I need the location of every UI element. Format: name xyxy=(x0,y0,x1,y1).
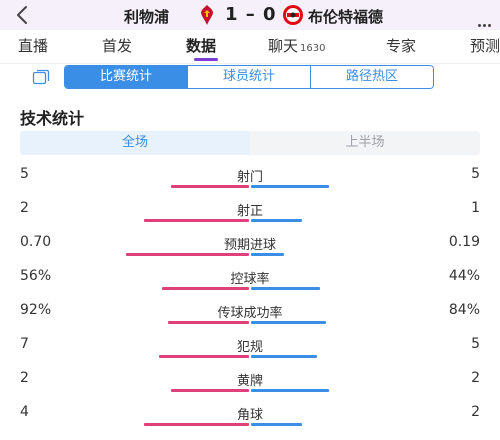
away-stat-bar xyxy=(251,355,317,358)
away-stat-value: 0.19 xyxy=(448,234,480,250)
stat-row: 56% 控球率 44% xyxy=(0,268,500,302)
away-stat-value: 44% xyxy=(448,268,480,284)
stat-row: 5 射门 5 xyxy=(0,166,500,200)
away-stat-value: 5 xyxy=(471,166,480,182)
active-tab-indicator xyxy=(194,58,218,61)
away-stat-value: 2 xyxy=(471,370,480,386)
brentford-crest-icon xyxy=(282,4,304,26)
home-stat-value: 4 xyxy=(20,404,29,420)
away-stat-value: 1 xyxy=(471,200,480,216)
home-stat-value: 2 xyxy=(20,370,29,386)
match-header: 利物浦 1 – 0 布伦特福德 xyxy=(0,0,500,30)
stat-row: 92% 传球成功率 84% xyxy=(0,302,500,336)
away-team-name: 布伦特福德 xyxy=(308,8,384,26)
home-stat-bar xyxy=(144,423,249,426)
home-stat-bar xyxy=(171,389,249,392)
away-stat-bar xyxy=(251,389,329,392)
stat-name: 黄牌 xyxy=(236,374,263,389)
liverpool-crest-icon xyxy=(198,4,216,26)
stat-name: 角球 xyxy=(236,408,263,423)
home-stat-bar xyxy=(168,321,249,324)
home-stat-bar xyxy=(162,287,249,290)
home-stat-value: 92% xyxy=(20,302,52,318)
period-first-half[interactable]: 上半场 xyxy=(345,135,385,150)
home-stat-bar xyxy=(159,355,249,358)
stats-segment-control: 比赛统计 球员统计 路径热区 xyxy=(64,65,434,89)
tab-data[interactable]: 数据 xyxy=(186,37,217,55)
home-team-name: 利物浦 xyxy=(124,8,170,26)
away-stat-value: 5 xyxy=(471,336,480,352)
away-stat-bar xyxy=(251,287,320,290)
segment-heatmap[interactable]: 路径热区 xyxy=(310,66,433,88)
away-stat-bar xyxy=(251,423,302,426)
away-stat-bar xyxy=(251,219,302,222)
stat-name: 预期进球 xyxy=(223,238,276,253)
away-stat-value: 84% xyxy=(448,302,480,318)
stat-name: 控球率 xyxy=(230,272,270,287)
away-stat-bar xyxy=(251,321,326,324)
tab-live[interactable]: 直播 xyxy=(18,37,49,55)
stat-row: 0.70 预期进球 0.19 xyxy=(0,234,500,268)
stat-name: 犯规 xyxy=(236,340,263,355)
home-stat-value: 5 xyxy=(20,166,29,182)
match-tabs: 直播 首发 数据 聊天 1630 专家 预测 xyxy=(0,30,500,64)
back-arrow-icon[interactable] xyxy=(12,4,34,26)
more-options-icon[interactable] xyxy=(478,12,494,27)
tab-experts[interactable]: 专家 xyxy=(386,37,417,55)
away-stat-bar xyxy=(251,185,329,188)
stat-name: 传球成功率 xyxy=(217,306,283,321)
tab-prediction[interactable]: 预测 xyxy=(470,37,500,55)
stat-name: 射正 xyxy=(236,204,263,219)
home-stat-value: 7 xyxy=(20,336,29,352)
tab-lineup[interactable]: 首发 xyxy=(102,37,133,55)
stat-name: 射门 xyxy=(236,170,263,185)
home-stat-bar xyxy=(171,185,249,188)
tab-chat[interactable]: 聊天 1630 xyxy=(268,37,326,55)
away-stat-bar xyxy=(251,253,284,256)
stat-row: 2 射正 1 xyxy=(0,200,500,234)
home-stat-bar xyxy=(126,253,249,256)
away-stat-value: 2 xyxy=(471,404,480,420)
share-icon[interactable] xyxy=(32,69,50,85)
stat-row: 2 黄牌 2 xyxy=(0,370,500,404)
segment-player-stats[interactable]: 球员统计 xyxy=(187,66,310,88)
home-stat-value: 0.70 xyxy=(20,234,52,250)
chat-count: 1630 xyxy=(300,43,326,54)
home-stat-value: 56% xyxy=(20,268,52,284)
section-title: 技术统计 xyxy=(20,109,85,128)
period-full-match[interactable]: 全场 xyxy=(20,131,250,155)
stat-row: 4 角球 2 xyxy=(0,404,500,438)
stat-row: 7 犯规 5 xyxy=(0,336,500,370)
segment-match-stats[interactable]: 比赛统计 xyxy=(65,66,187,88)
match-score: 1 – 0 xyxy=(225,4,277,25)
period-selector: 全场 上半场 xyxy=(20,131,480,155)
home-stat-value: 2 xyxy=(20,200,29,216)
home-stat-bar xyxy=(144,219,249,222)
